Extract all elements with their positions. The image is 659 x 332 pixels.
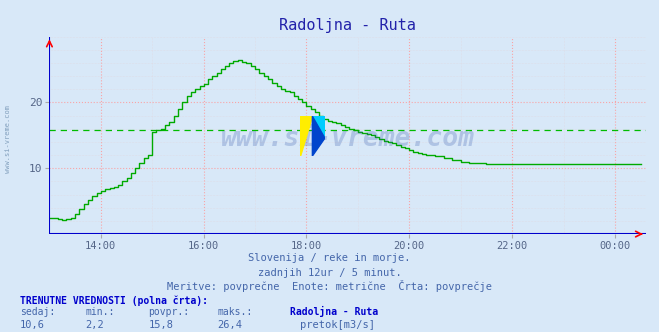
Text: 10,6: 10,6 [20, 320, 45, 330]
Text: Meritve: povprečne  Enote: metrične  Črta: povprečje: Meritve: povprečne Enote: metrične Črta:… [167, 281, 492, 292]
Text: www.si-vreme.com: www.si-vreme.com [221, 126, 474, 152]
Polygon shape [312, 116, 325, 156]
Text: www.si-vreme.com: www.si-vreme.com [5, 106, 11, 173]
Text: Radoljna - Ruta: Radoljna - Ruta [290, 306, 378, 317]
Title: Radoljna - Ruta: Radoljna - Ruta [279, 18, 416, 33]
Text: maks.:: maks.: [217, 307, 252, 317]
Text: sedaj:: sedaj: [20, 307, 55, 317]
Text: TRENUTNE VREDNOSTI (polna črta):: TRENUTNE VREDNOSTI (polna črta): [20, 295, 208, 306]
Polygon shape [312, 116, 325, 138]
Text: pretok[m3/s]: pretok[m3/s] [300, 320, 375, 330]
Text: 2,2: 2,2 [86, 320, 104, 330]
Text: 26,4: 26,4 [217, 320, 243, 330]
Text: 15,8: 15,8 [148, 320, 173, 330]
Text: povpr.:: povpr.: [148, 307, 189, 317]
Text: min.:: min.: [86, 307, 115, 317]
Text: zadnjih 12ur / 5 minut.: zadnjih 12ur / 5 minut. [258, 268, 401, 278]
Text: Slovenija / reke in morje.: Slovenija / reke in morje. [248, 253, 411, 263]
Polygon shape [300, 116, 312, 156]
